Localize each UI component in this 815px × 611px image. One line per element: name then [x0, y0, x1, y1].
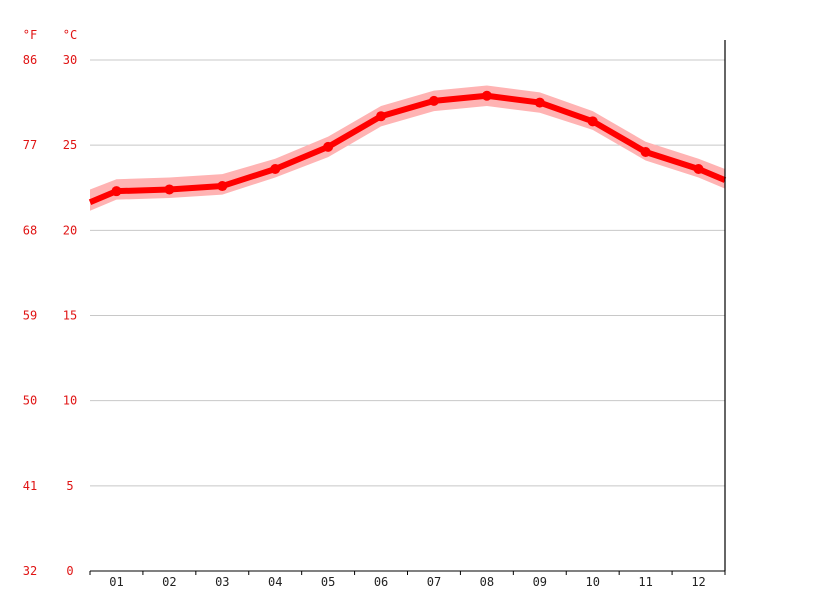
data-point: [376, 111, 387, 122]
x-tick-label: 01: [109, 575, 123, 589]
fahrenheit-unit-label: °F: [23, 28, 37, 42]
temperature-range-area: [90, 85, 725, 211]
data-point: [481, 90, 492, 101]
data-point: [428, 95, 439, 106]
y-tick-labels: 0 32 5 41 10 50 15 59 20 68 25 77 30 86: [23, 53, 77, 578]
y-tick-label-celsius: 10: [63, 394, 77, 408]
data-point: [270, 164, 281, 175]
x-tick-label: 08: [480, 575, 494, 589]
x-tick-label: 10: [585, 575, 599, 589]
y-tick-label-fahrenheit: 86: [23, 53, 37, 67]
y-tick-label-celsius: 5: [66, 479, 73, 493]
x-tick-label: 09: [533, 575, 547, 589]
x-tick-label: 07: [427, 575, 441, 589]
y-tick-label-celsius: 15: [63, 309, 77, 323]
x-tick-label: 04: [268, 575, 282, 589]
data-point: [111, 186, 122, 197]
celsius-unit-label: °C: [63, 28, 77, 42]
axes: [89, 40, 726, 575]
x-tick-label: 11: [638, 575, 652, 589]
y-tick-label-fahrenheit: 68: [23, 223, 37, 237]
x-tick-label: 05: [321, 575, 335, 589]
temperature-series-line: [88, 92, 727, 205]
data-point: [217, 181, 228, 192]
y-tick-label-celsius: 30: [63, 53, 77, 67]
y-tick-label-fahrenheit: 59: [23, 309, 37, 323]
x-tick-label: 12: [691, 575, 705, 589]
data-point: [587, 116, 598, 127]
x-tick-label: 03: [215, 575, 229, 589]
temperature-range-band: [90, 85, 725, 211]
y-tick-label-celsius: 0: [66, 564, 73, 578]
y-tick-label-fahrenheit: 41: [23, 479, 37, 493]
temperature-line: [88, 92, 727, 205]
data-point: [164, 184, 175, 195]
x-tick-label: 02: [162, 575, 176, 589]
temperature-points: [111, 90, 704, 197]
x-tick-label: 06: [374, 575, 388, 589]
data-point: [534, 97, 545, 108]
y-tick-label-fahrenheit: 32: [23, 564, 37, 578]
y-tick-label-celsius: 20: [63, 223, 77, 237]
data-point: [640, 146, 651, 157]
y-tick-label-fahrenheit: 50: [23, 394, 37, 408]
y-tick-label-celsius: 25: [63, 138, 77, 152]
data-point: [323, 141, 334, 152]
grid-lines: [90, 59, 725, 487]
x-tick-labels: 01 02 03 04 05 06 07 08 09 10 11 12: [109, 575, 706, 589]
data-point: [693, 164, 704, 175]
y-tick-label-fahrenheit: 77: [23, 138, 37, 152]
